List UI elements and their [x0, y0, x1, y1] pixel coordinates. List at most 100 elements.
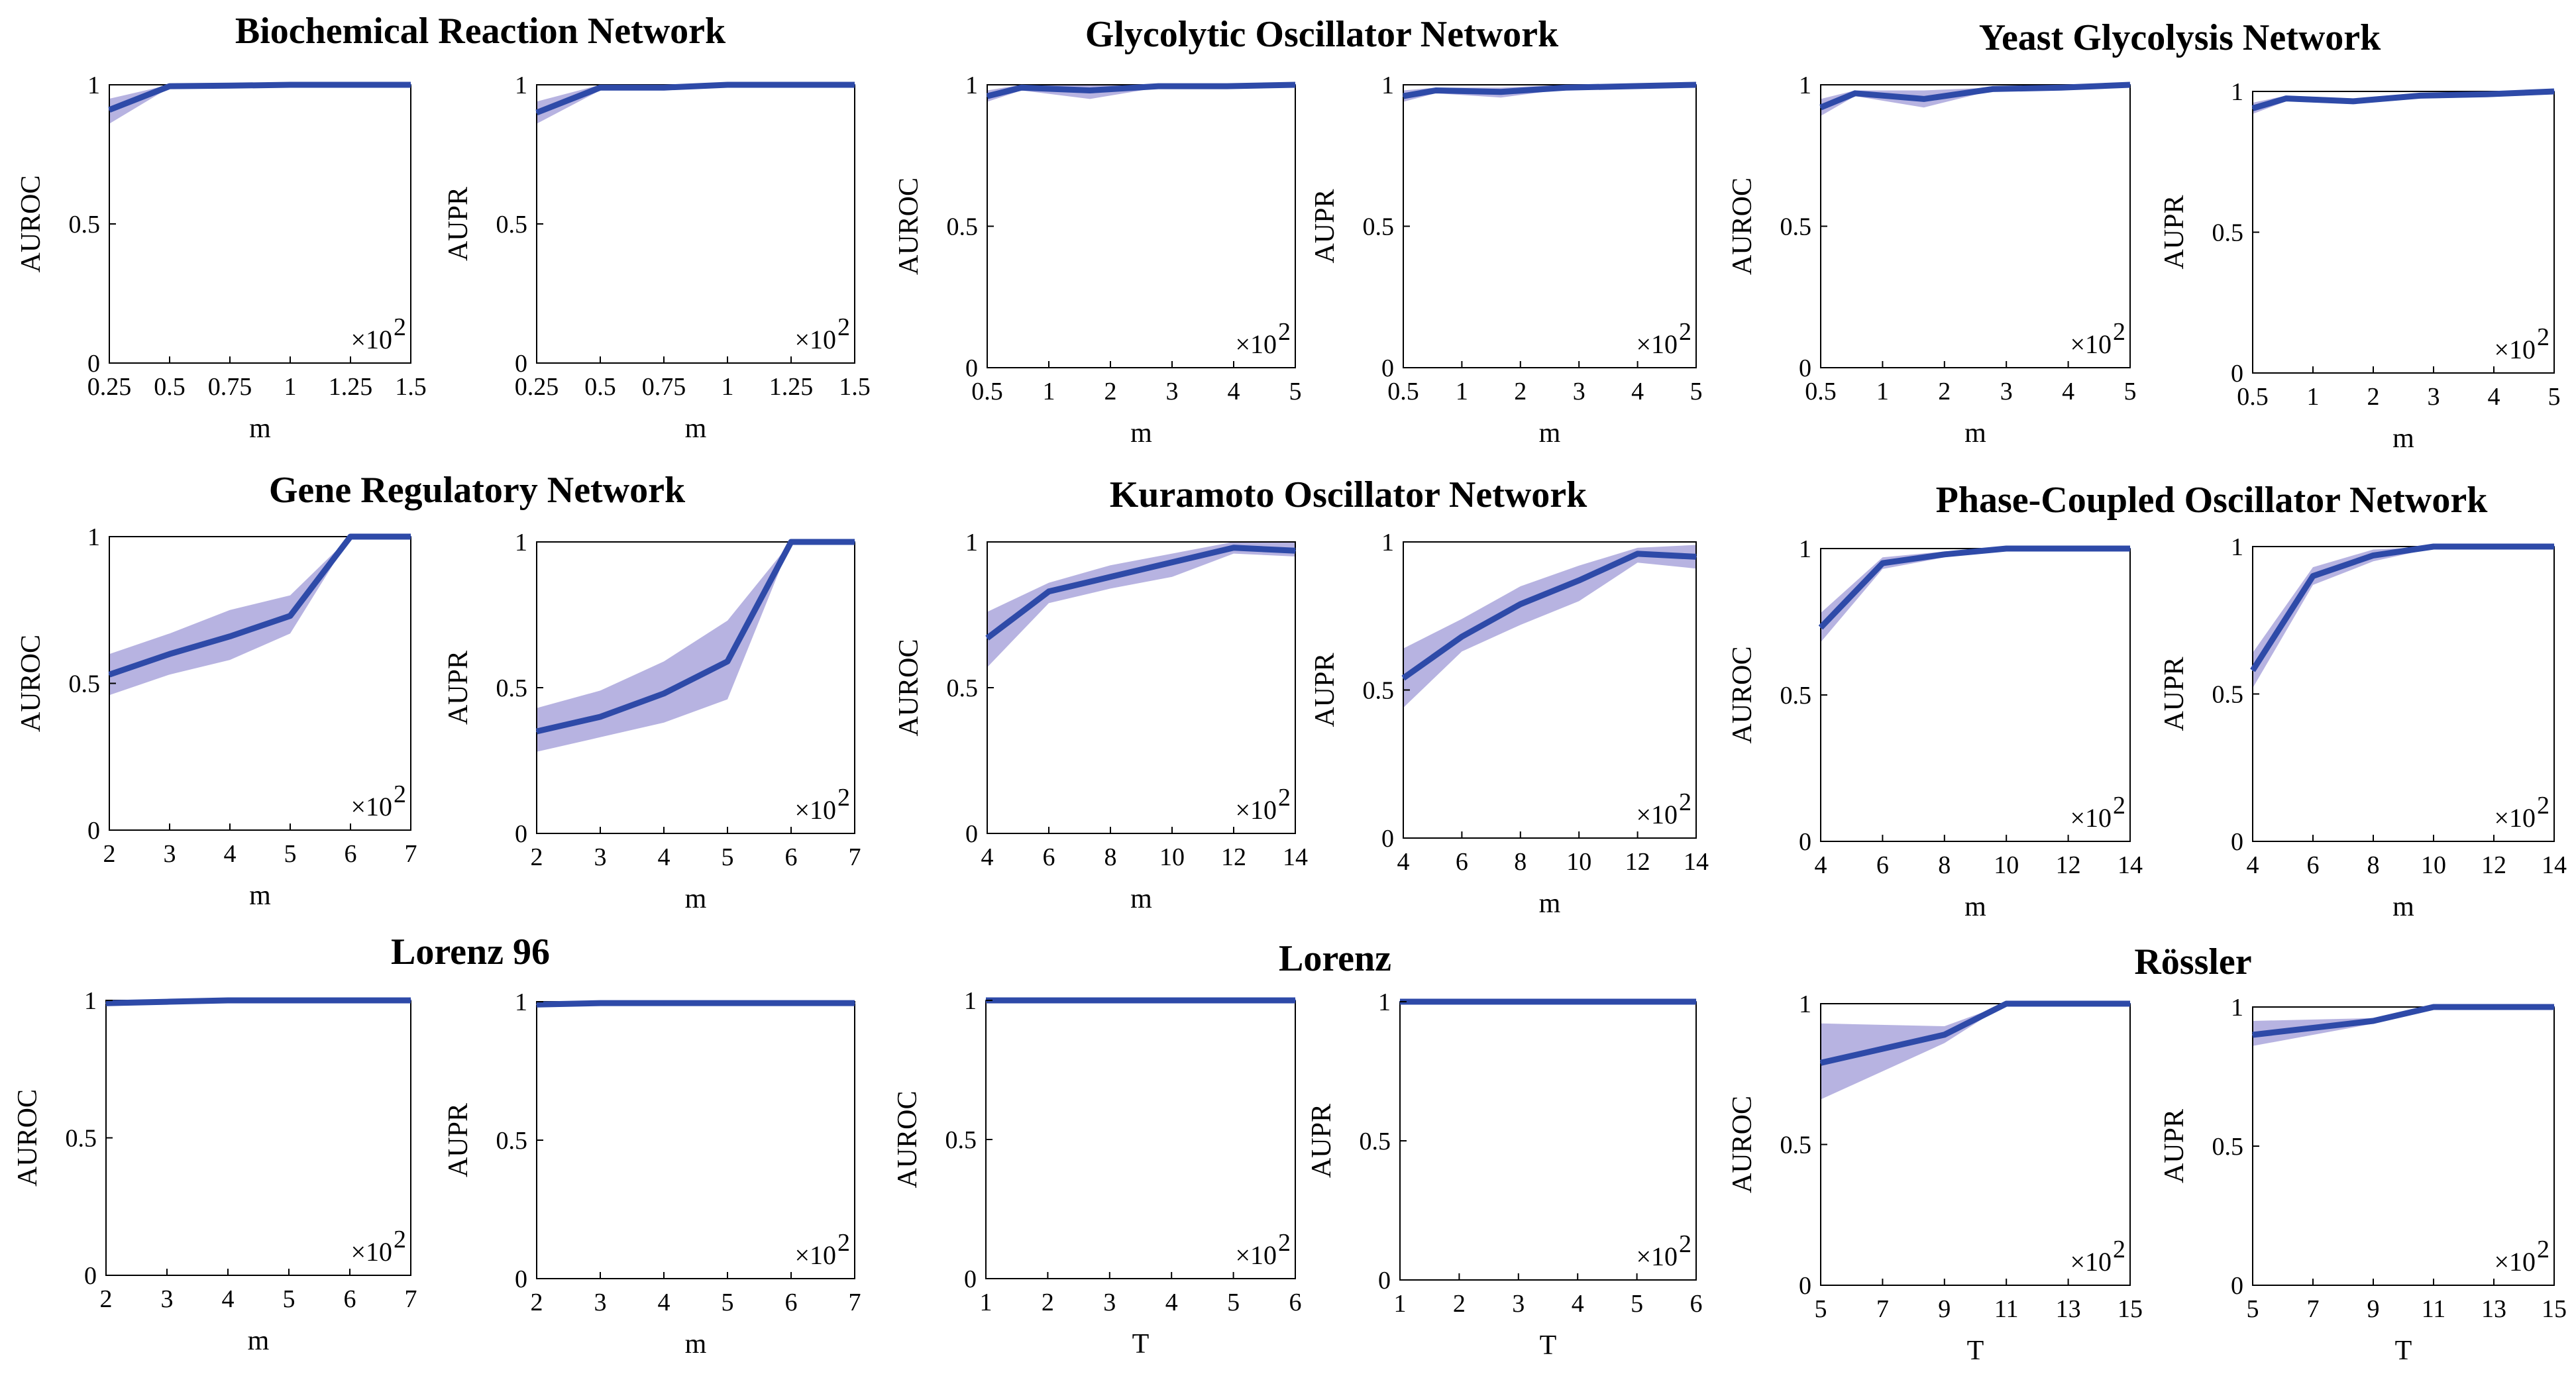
group-title-kuramoto: Kuramoto Oscillator Network — [1110, 474, 1587, 515]
y-tick-label: 0.5 — [496, 211, 528, 238]
x-tick-label: 1.25 — [329, 373, 373, 401]
x-tick-label: 3 — [1512, 1290, 1525, 1318]
y-tick-label: 0 — [84, 1262, 97, 1290]
confidence-band — [1821, 1004, 2130, 1100]
data-point — [2285, 97, 2287, 99]
data-point — [536, 1004, 537, 1006]
y-axis-label: AUPR — [2159, 657, 2190, 731]
x-tick-label: 4 — [1397, 848, 1410, 876]
x-tick-label: 0.75 — [642, 373, 686, 401]
x-tick-label: 5 — [722, 843, 734, 871]
y-tick-label: 1 — [965, 72, 978, 99]
data-point — [1232, 1000, 1234, 1001]
y-tick-label: 1 — [2231, 994, 2243, 1022]
data-point — [229, 85, 231, 87]
y-tick-label: 0.5 — [947, 674, 979, 702]
y-axis-label: AUROC — [1727, 178, 1758, 275]
x-tick-label: 14 — [1283, 843, 1308, 871]
data-point — [2553, 1006, 2555, 1008]
x-tick-label: 1 — [1456, 378, 1468, 405]
x-tick-label: 9 — [2367, 1295, 2380, 1323]
y-tick-label: 1 — [84, 987, 97, 1015]
y-tick-label: 0.5 — [1363, 677, 1395, 705]
x-multiplier-exponent: 2 — [837, 784, 850, 812]
data-point — [1403, 95, 1404, 97]
data-point — [229, 635, 231, 637]
group-title-phase-coupled: Phase-Coupled Oscillator Network — [1936, 480, 2489, 521]
y-axis-label: AUPR — [2159, 195, 2190, 269]
mean-line — [535, 81, 855, 116]
data-point — [290, 84, 291, 85]
data-point — [1435, 89, 1437, 91]
y-axis-label: AUPR — [1307, 1104, 1337, 1178]
data-point — [1048, 590, 1049, 592]
mean-line — [1818, 545, 2130, 630]
data-point — [169, 653, 170, 655]
data-point — [1110, 576, 1111, 578]
x-axis-label: m — [1539, 418, 1561, 449]
x-multiplier-label: ×10 — [2070, 1247, 2112, 1277]
x-tick-label: 6 — [345, 840, 357, 868]
subplot: 5 7 9 11 13 15 0 0.5 1 T AUPR ×10 2 — [2159, 994, 2567, 1366]
y-tick-label: 0 — [1378, 1267, 1391, 1295]
axes-box — [1820, 548, 2131, 842]
y-tick-label: 0.5 — [2212, 681, 2244, 709]
y-tick-label: 0 — [964, 1265, 977, 1293]
x-tick-label: 8 — [2367, 851, 2380, 879]
data-point — [2129, 1003, 2131, 1004]
y-axis-label: AUROC — [892, 1090, 923, 1188]
x-multiplier-exponent: 2 — [1278, 1229, 1291, 1257]
data-point — [2493, 546, 2495, 547]
data-point — [2486, 93, 2488, 95]
y-tick-label: 0 — [1799, 354, 1811, 382]
x-tick-label: 8 — [1514, 848, 1527, 876]
data-point — [1943, 1034, 1945, 1035]
group-title-biochemical: Biochemical Reaction Network — [235, 11, 726, 52]
x-multiplier-label: ×10 — [794, 325, 836, 354]
data-point — [2553, 546, 2555, 547]
x-tick-label: 1 — [722, 373, 734, 401]
x-tick-label: 2 — [531, 843, 543, 871]
y-axis-label: AUROC — [1727, 646, 1758, 743]
y-tick-label: 1 — [965, 529, 978, 556]
data-point — [1992, 88, 1994, 90]
x-tick-label: 15 — [2118, 1295, 2143, 1323]
data-point — [2006, 548, 2008, 549]
x-tick-label: 3 — [164, 840, 176, 868]
y-tick-label: 0 — [965, 354, 978, 382]
data-point — [1108, 1000, 1110, 1001]
data-point — [1517, 1001, 1519, 1002]
x-tick-label: 6 — [785, 1289, 798, 1316]
data-point — [1295, 1000, 1296, 1001]
data-point — [1637, 553, 1638, 555]
x-tick-label: 4 — [1228, 378, 1240, 405]
x-tick-label: 3 — [2000, 378, 2013, 405]
mean-line — [986, 81, 1296, 99]
x-multiplier-exponent: 2 — [1679, 788, 1691, 816]
y-tick-label: 0 — [2231, 360, 2243, 388]
x-tick-label: 7 — [405, 1285, 417, 1313]
x-tick-label: 0.5 — [584, 373, 616, 401]
data-point — [854, 84, 855, 85]
x-tick-label: 7 — [1876, 1295, 1889, 1323]
x-multiplier-label: ×10 — [2070, 803, 2112, 833]
x-tick-label: 4 — [2062, 378, 2074, 405]
data-point — [854, 1002, 855, 1004]
data-point — [2433, 1006, 2434, 1008]
x-tick-label: 10 — [1159, 843, 1185, 871]
x-tick-label: 4 — [658, 843, 671, 871]
x-axis-label: m — [1130, 884, 1152, 914]
y-tick-label: 0.5 — [1780, 213, 1812, 241]
data-point — [2352, 100, 2354, 102]
x-tick-label: 0.5 — [971, 378, 1003, 405]
x-multiplier-label: ×10 — [350, 1237, 392, 1267]
y-tick-label: 1 — [1799, 72, 1811, 99]
x-tick-label: 4 — [222, 1285, 235, 1313]
x-tick-label: 7 — [405, 840, 417, 868]
subplot: 4 6 8 10 12 14 0 0.5 1 m AUPR ×10 2 — [1310, 529, 1709, 919]
